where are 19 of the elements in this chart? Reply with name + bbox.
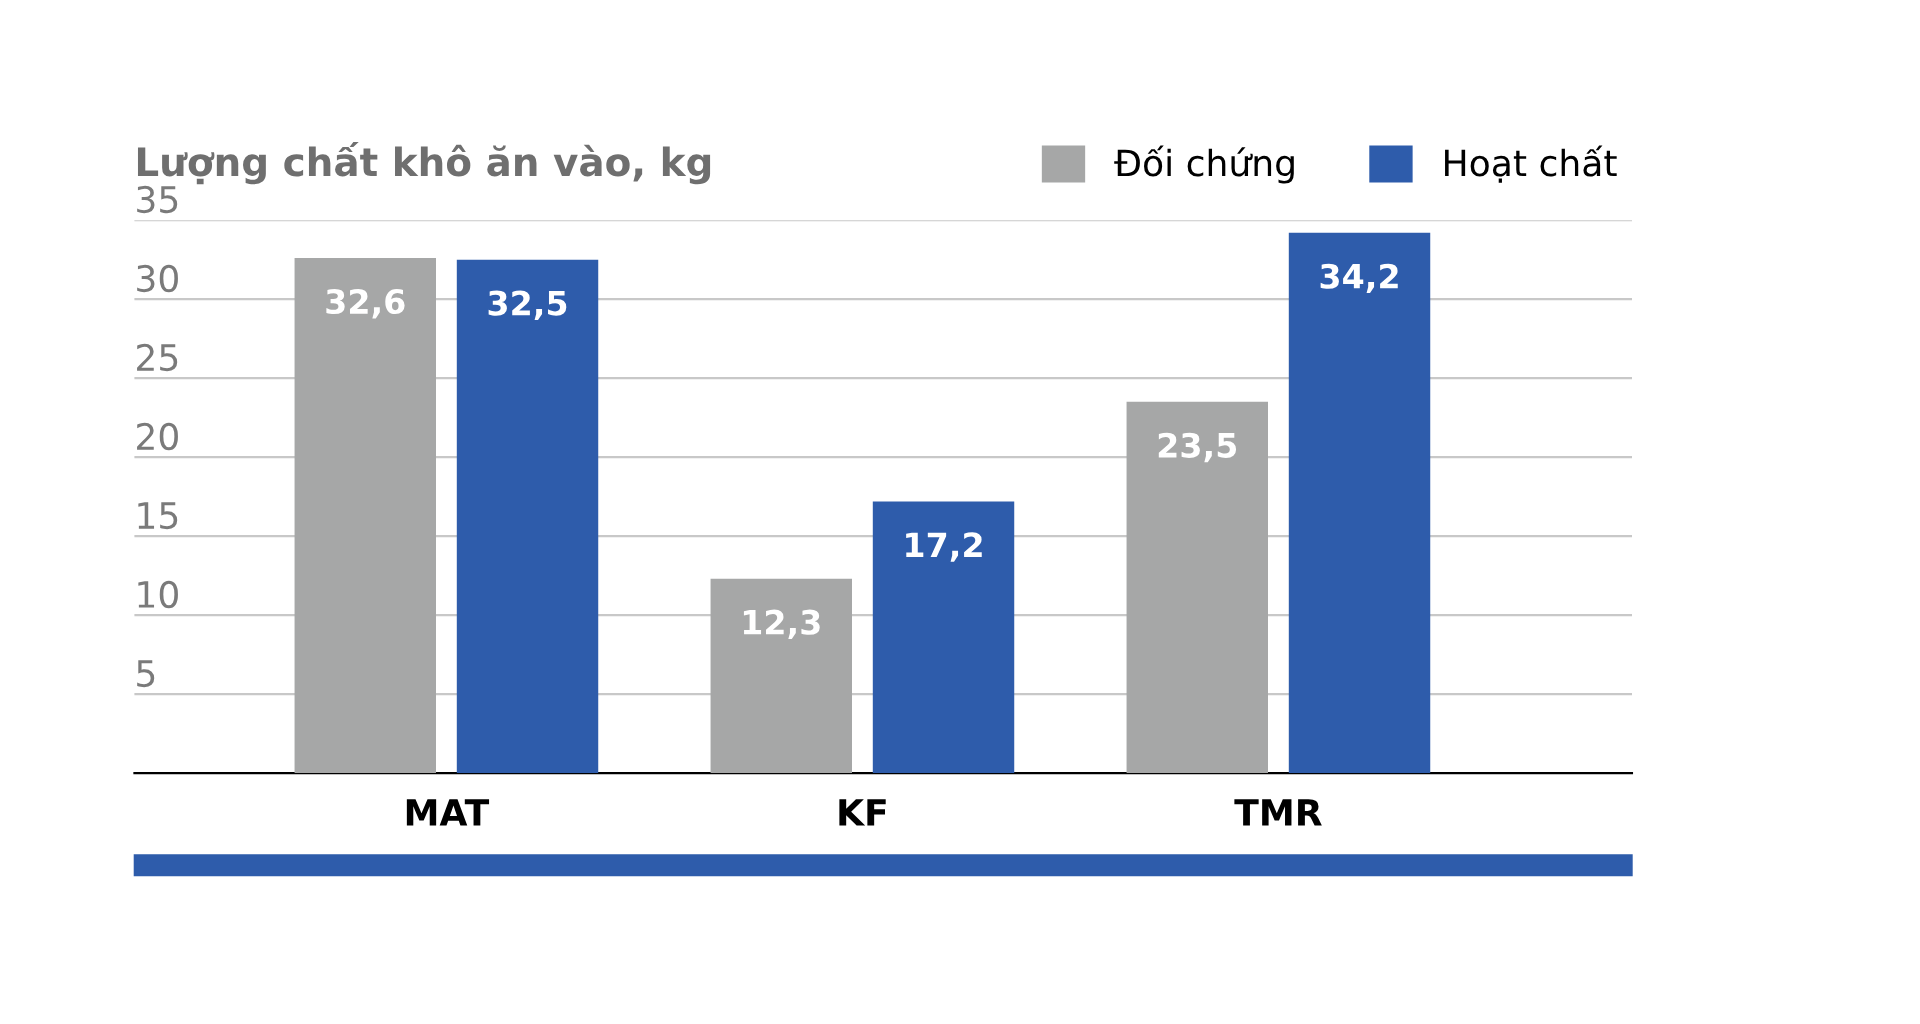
- y-tick-label: 30: [137, 264, 178, 293]
- data-label: 23,5: [1158, 432, 1237, 463]
- data-label: 12,3: [743, 609, 820, 640]
- y-tick-label: 35: [137, 185, 178, 214]
- y-tick-label: 10: [138, 580, 178, 609]
- data-label: 32,5: [488, 290, 567, 320]
- y-tick-label: 5: [137, 660, 155, 688]
- data-label: 17,2: [906, 532, 982, 562]
- y-axis-title: Lượng chất khô ăn vào, kg: [137, 141, 711, 185]
- legend-label: Hoạt chất: [1445, 145, 1617, 183]
- y-tick-label: 15: [138, 502, 178, 530]
- data-label: 32,6: [326, 288, 405, 319]
- y-tick-label: 25: [137, 343, 178, 372]
- y-tick-label: 20: [137, 422, 178, 451]
- legend-label: Đối chứng: [1114, 145, 1294, 184]
- x-tick-label: KF: [839, 799, 886, 826]
- data-label: 34,2: [1320, 263, 1398, 294]
- x-tick-label: TMR: [1234, 799, 1322, 826]
- x-tick-label: MAT: [406, 799, 490, 826]
